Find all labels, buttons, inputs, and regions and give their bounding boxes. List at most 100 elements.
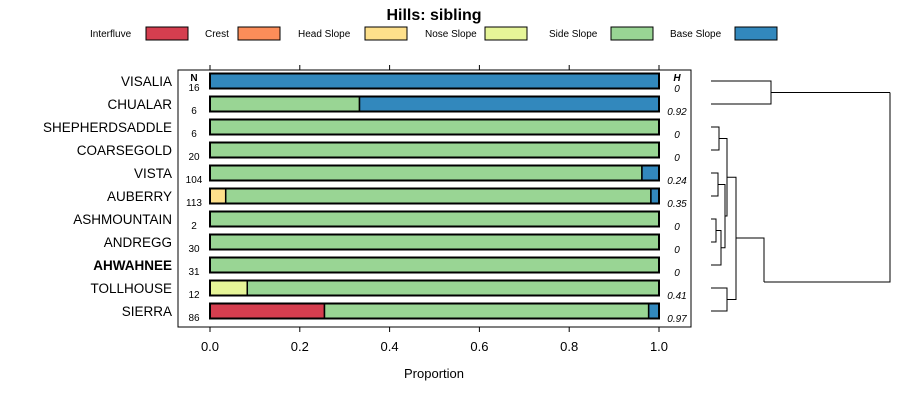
dendrogram-branch xyxy=(719,138,728,217)
bar-segment xyxy=(209,279,249,297)
bar-segment xyxy=(209,118,660,136)
bar-segment xyxy=(209,187,227,205)
x-tick-label: 1.0 xyxy=(650,339,668,354)
x-tick-label: 0.2 xyxy=(291,339,309,354)
bar-segment xyxy=(246,279,660,297)
h-value: 0 xyxy=(674,130,680,141)
row-label: COARSEGOLD xyxy=(77,143,173,158)
bar-outline xyxy=(209,118,660,136)
legend-label: Head Slope xyxy=(298,29,351,40)
h-value: 0.41 xyxy=(667,291,686,302)
bar-segment xyxy=(323,302,650,320)
h-value: 0.92 xyxy=(667,107,687,118)
h-value: 0 xyxy=(674,268,680,279)
dendrogram-branch xyxy=(711,80,772,105)
bar-segment xyxy=(209,302,326,320)
n-value: 113 xyxy=(186,198,202,209)
n-column-header: N xyxy=(190,73,197,84)
legend-label: Crest xyxy=(205,29,229,40)
h-value: 0 xyxy=(674,222,680,233)
x-axis: 0.0 0.2 0.4 0.6 0.8 1.0 xyxy=(201,65,668,354)
bar-outline xyxy=(209,187,660,205)
bar-outline xyxy=(209,164,660,182)
legend: Interfluve Crest Head Slope Nose Slope Side … xyxy=(90,26,778,41)
h-value: 0.35 xyxy=(667,199,687,210)
n-value: 31 xyxy=(188,267,200,278)
row-label: CHUALAR xyxy=(107,97,172,112)
bar-segment xyxy=(224,187,652,205)
legend-swatch xyxy=(364,26,408,41)
dendrogram-branch xyxy=(736,237,765,282)
legend-swatch xyxy=(484,26,528,41)
bar-segment xyxy=(209,233,660,251)
bar-outline xyxy=(209,95,660,113)
bar-segment xyxy=(647,302,660,320)
x-tick-label: 0.6 xyxy=(470,339,488,354)
dendrogram-branch xyxy=(711,126,720,151)
bar-segment xyxy=(209,141,660,159)
row-label: VISTA xyxy=(134,166,172,181)
h-value: 0.97 xyxy=(667,314,687,325)
n-value: 104 xyxy=(186,175,203,186)
n-value: 2 xyxy=(191,221,197,232)
dendrogram-branch xyxy=(711,172,719,197)
h-value: 0 xyxy=(674,84,680,95)
n-value: 12 xyxy=(188,290,200,301)
bar-segment xyxy=(650,187,660,205)
rows: VISALIA 16 0 CHUALAR 6 0.92 SHEPHERDSADDLE 6 0 CO… xyxy=(43,74,687,325)
n-value: 30 xyxy=(188,244,200,255)
h-column-header: H xyxy=(673,73,681,84)
legend-label: Interfluve xyxy=(90,29,132,40)
h-value: 0 xyxy=(674,245,680,256)
x-axis-title: Proportion xyxy=(404,366,464,381)
bar-segment xyxy=(209,210,660,228)
bar-outline xyxy=(209,279,660,297)
legend-label: Nose Slope xyxy=(425,29,477,40)
row-label: ASHMOUNTAIN xyxy=(73,212,172,227)
row-label: SIERRA xyxy=(122,304,172,319)
row-label: VISALIA xyxy=(121,74,172,89)
plot-frame xyxy=(177,69,692,328)
bar-segment xyxy=(641,164,660,182)
dendrogram-branch xyxy=(711,287,728,312)
h-value: 0.24 xyxy=(667,176,687,187)
dendrogram xyxy=(711,80,891,312)
n-value: 6 xyxy=(191,106,197,117)
legend-label: Base Slope xyxy=(670,29,722,40)
bar-outline xyxy=(209,210,660,228)
row-label: TOLLHOUSE xyxy=(90,281,172,296)
x-tick-label: 0.0 xyxy=(201,339,219,354)
bar-segment xyxy=(358,95,660,113)
dendrogram-branch xyxy=(727,176,737,300)
row-label: AHWAHNEE xyxy=(93,258,172,273)
h-value: 0 xyxy=(674,153,680,164)
dendrogram-branch xyxy=(711,218,717,243)
x-tick-label: 0.4 xyxy=(381,339,399,354)
row-label: AUBERRY xyxy=(107,189,172,204)
x-tick-label: 0.8 xyxy=(560,339,578,354)
legend-swatch xyxy=(734,26,778,41)
legend-swatch xyxy=(610,26,654,41)
bar-outline xyxy=(209,302,660,320)
bar-outline xyxy=(209,72,660,90)
row-label: ANDREGG xyxy=(104,235,172,250)
n-value: 6 xyxy=(191,129,197,140)
bar-segment xyxy=(209,256,660,274)
n-value: 86 xyxy=(188,313,200,324)
bar-segment xyxy=(209,72,660,90)
dendrogram-branch xyxy=(764,92,891,283)
chart-title: Hills: sibling xyxy=(386,7,481,24)
bar-segment xyxy=(209,164,643,182)
bar-outline xyxy=(209,233,660,251)
row-label: SHEPHERDSADDLE xyxy=(43,120,172,135)
n-value: 16 xyxy=(188,83,200,94)
bars xyxy=(209,72,660,320)
bar-outline xyxy=(209,141,660,159)
legend-label: Side Slope xyxy=(549,29,598,40)
legend-swatch xyxy=(145,26,189,41)
legend-swatch xyxy=(237,26,281,41)
bar-segment xyxy=(209,95,361,113)
bar-outline xyxy=(209,256,660,274)
